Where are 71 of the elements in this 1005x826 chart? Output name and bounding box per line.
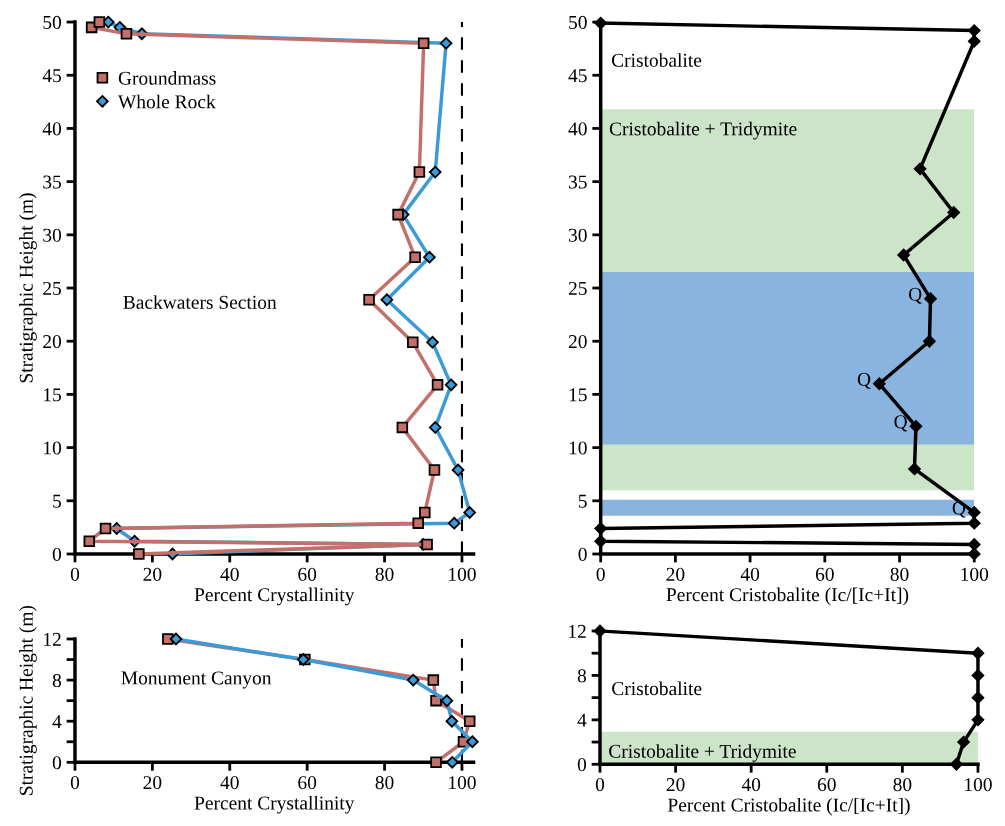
annotation: Q — [857, 372, 871, 389]
x-tick-label: 100 — [449, 776, 476, 790]
y-tick-label: 25 — [568, 281, 587, 295]
y-tick-label: 5 — [53, 494, 62, 508]
x-tick-label: 20 — [143, 567, 162, 581]
y-tick-label: 45 — [42, 69, 62, 83]
x-tick-label: 0 — [70, 567, 80, 581]
x-tick-label: 40 — [220, 567, 239, 581]
annotation: Monument Canyon — [121, 671, 272, 689]
y-tick-label: 8 — [52, 673, 62, 688]
y-tick-label: 10 — [569, 441, 587, 455]
y-tick-label: 20 — [43, 335, 62, 349]
y-axis-title: Stratigraphic Height (m) — [19, 193, 37, 383]
annotation: Q — [908, 287, 922, 304]
x-tick-label: 0 — [596, 567, 605, 581]
y-tick-label: 8 — [577, 669, 587, 683]
y-tick-label: 35 — [568, 175, 587, 189]
annotation: Cristobalite — [612, 681, 702, 696]
x-tick-label: 0 — [70, 776, 80, 790]
annotation: Cristobalite — [611, 53, 702, 67]
band-label: Cristobalite + Tridymite — [609, 121, 797, 140]
y-tick-label: 0 — [52, 756, 62, 770]
y-tick-label: 20 — [568, 335, 587, 349]
y-tick-label: 15 — [44, 388, 62, 402]
x-tick-label: 20 — [666, 778, 685, 792]
y-tick-label: 40 — [568, 122, 587, 136]
x-axis-title: Percent Crystallinity — [194, 795, 355, 814]
x-axis-title: Percent Crystallinity — [194, 587, 355, 606]
x-tick-label: 60 — [817, 778, 836, 792]
x-tick-label: 40 — [741, 778, 761, 792]
x-tick-label: 60 — [298, 567, 317, 581]
annotation: Q — [894, 415, 908, 432]
x-tick-label: 100 — [961, 567, 989, 581]
x-tick-label: 80 — [375, 776, 394, 790]
x-tick-label: 80 — [890, 567, 909, 581]
y-tick-label: 45 — [568, 69, 587, 83]
y-tick-label: 12 — [44, 632, 61, 646]
y-tick-label: 35 — [43, 175, 62, 189]
y-tick-label: 0 — [578, 547, 587, 561]
x-tick-label: 0 — [595, 778, 605, 792]
x-tick-label: 20 — [143, 776, 162, 790]
legend-label: Whole Rock — [117, 94, 216, 109]
band-label: Cristobalite + Tridymite — [609, 744, 796, 762]
y-tick-label: 30 — [43, 228, 62, 242]
y-tick-label: 10 — [44, 441, 62, 455]
y-tick-label: 30 — [568, 228, 587, 242]
x-axis-title: Percent Cristobalite (Ic/[Ic+It]) — [666, 587, 909, 606]
x-tick-label: 60 — [815, 567, 834, 581]
y-tick-label: 12 — [569, 624, 586, 638]
y-tick-label: 25 — [43, 281, 62, 295]
y-tick-label: 15 — [569, 388, 587, 402]
legend-label: Groundmass — [118, 71, 216, 85]
x-tick-label: 100 — [965, 778, 992, 792]
annotation: Backwaters Section — [123, 295, 277, 309]
x-tick-label: 40 — [740, 567, 760, 581]
x-tick-label: 40 — [220, 776, 239, 790]
y-tick-label: 4 — [577, 713, 587, 727]
x-tick-label: 80 — [375, 567, 394, 581]
y-tick-label: 4 — [52, 715, 62, 728]
y-tick-label: 0 — [577, 758, 587, 772]
y-axis-title: Stratigraphic Height (m) — [19, 605, 37, 795]
x-tick-label: 20 — [666, 567, 685, 581]
x-tick-label: 80 — [893, 778, 912, 792]
x-axis-title: Percent Cristobalite (Ic/[Ic+It]) — [667, 797, 910, 816]
y-tick-label: 40 — [42, 122, 62, 136]
x-tick-label: 100 — [449, 567, 476, 581]
y-tick-label: 0 — [52, 547, 62, 561]
y-tick-label: 5 — [578, 494, 587, 508]
y-tick-label: 50 — [43, 15, 62, 29]
x-tick-label: 60 — [298, 776, 317, 790]
y-tick-label: 50 — [569, 15, 587, 29]
